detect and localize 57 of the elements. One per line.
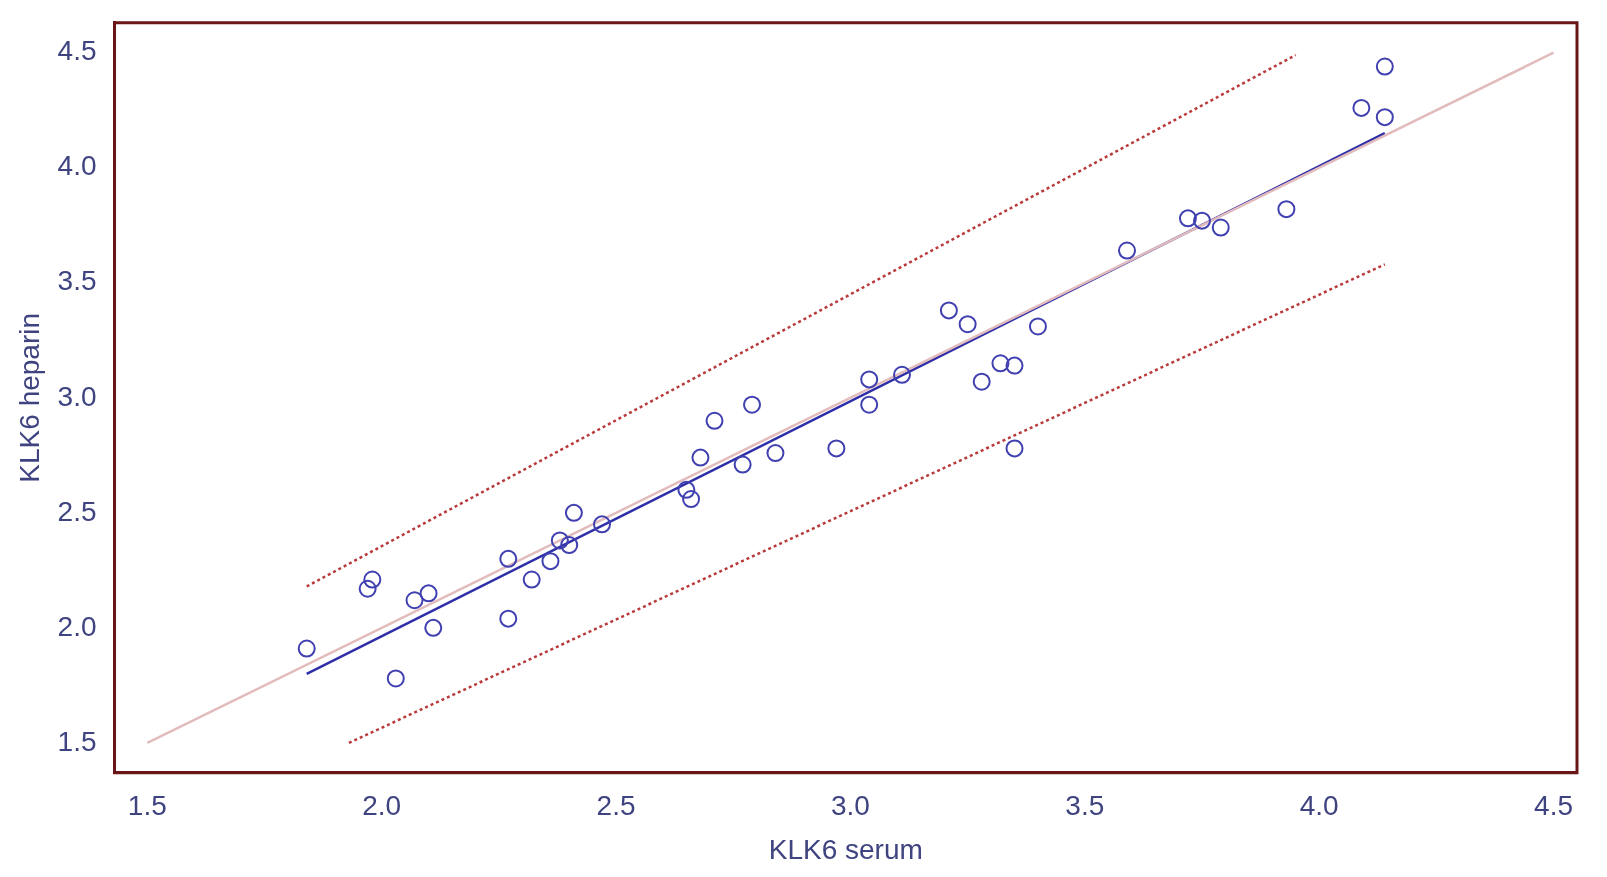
point <box>972 372 991 391</box>
x-tick-label: 4.5 <box>1534 790 1574 822</box>
point <box>860 395 879 414</box>
y-tick-label: 2.5 <box>57 495 97 527</box>
point <box>677 480 696 499</box>
point <box>860 370 879 389</box>
point <box>991 354 1010 373</box>
point <box>593 515 612 534</box>
point <box>733 455 752 474</box>
point <box>682 490 701 509</box>
point <box>1028 317 1047 336</box>
point <box>1005 356 1024 375</box>
point <box>1277 200 1296 219</box>
point <box>958 315 977 334</box>
point <box>1375 57 1394 76</box>
y-tick-label: 2.0 <box>57 610 97 642</box>
x-tick-label: 3.0 <box>830 790 870 822</box>
point <box>1211 218 1230 237</box>
x-tick-label: 2.0 <box>362 790 402 822</box>
point <box>691 448 710 467</box>
point <box>499 609 518 628</box>
point <box>424 618 443 637</box>
point <box>541 552 560 571</box>
y-tick-label: 1.5 <box>57 725 97 757</box>
point <box>363 570 382 589</box>
point <box>564 503 583 522</box>
point <box>893 365 912 384</box>
point <box>1193 211 1212 230</box>
x-tick-label: 1.5 <box>127 790 167 822</box>
y-tick-label: 3.5 <box>57 265 97 297</box>
point <box>705 411 724 430</box>
y-axis-title: KLK6 heparin <box>13 312 45 483</box>
x-tick-label: 3.5 <box>1065 790 1105 822</box>
x-axis-title: KLK6 serum <box>768 833 923 865</box>
point <box>1118 241 1137 260</box>
point <box>939 301 958 320</box>
point <box>499 549 518 568</box>
y-tick-label: 4.5 <box>57 35 97 67</box>
point <box>1352 98 1371 117</box>
point <box>405 591 424 610</box>
point <box>827 439 846 458</box>
point <box>386 669 405 688</box>
y-tick-label: 3.0 <box>57 380 97 412</box>
point <box>743 395 762 414</box>
y-tick-label: 4.0 <box>57 150 97 182</box>
point <box>1005 439 1024 458</box>
point <box>522 570 541 589</box>
point <box>1178 209 1197 228</box>
x-tick-label: 4.0 <box>1299 790 1339 822</box>
point <box>766 444 785 463</box>
point <box>1375 108 1394 127</box>
point <box>550 531 569 550</box>
point <box>560 536 579 555</box>
point <box>358 579 377 598</box>
point <box>419 584 438 603</box>
x-tick-label: 2.5 <box>596 790 636 822</box>
point <box>297 639 316 658</box>
